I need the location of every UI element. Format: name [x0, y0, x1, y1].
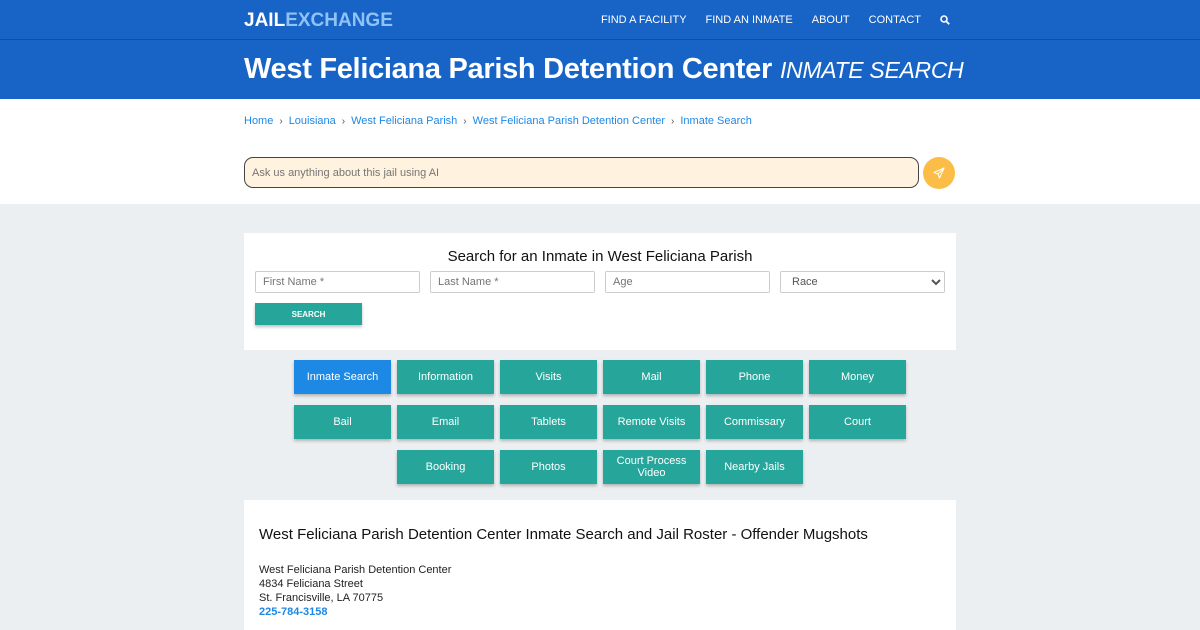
race-select[interactable]: Race [780, 271, 945, 293]
breadcrumb-facility[interactable]: West Feliciana Parish Detention Center [472, 115, 666, 127]
nav-find-facility[interactable]: FIND A FACILITY [600, 14, 687, 26]
section-button-bail[interactable]: Bail [293, 405, 392, 439]
search-button[interactable]: SEARCH [255, 303, 362, 325]
breadcrumb-state[interactable]: Louisiana [288, 115, 336, 127]
facility-phone[interactable]: 225-784-3158 [259, 606, 328, 618]
top-nav: JAILEXCHANGE FIND A FACILITY FIND AN INM… [0, 0, 1200, 40]
info-heading: West Feliciana Parish Detention Center I… [259, 526, 868, 543]
section-button-remote-visits[interactable]: Remote Visits [602, 405, 701, 439]
facility-info: West Feliciana Parish Detention Center I… [244, 500, 956, 630]
first-name-input[interactable] [255, 271, 420, 293]
section-button-commissary[interactable]: Commissary [705, 405, 804, 439]
breadcrumb-county[interactable]: West Feliciana Parish [351, 115, 458, 127]
section-button-court[interactable]: Court [808, 405, 907, 439]
chevron-right-icon: › [341, 115, 346, 127]
inmate-search-form: Search for an Inmate in West Feliciana P… [244, 233, 956, 350]
section-buttons: Inmate Search Information Visits Mail Phone M… [244, 360, 956, 484]
page-subtitle: INMATE SEARCH [779, 57, 964, 83]
ai-send-button[interactable] [923, 157, 955, 189]
paper-plane-icon [933, 167, 945, 179]
section-button-email[interactable]: Email [396, 405, 495, 439]
facility-street: 4834 Feliciana Street [259, 578, 363, 590]
title-band: West Feliciana Parish Detention Center IN… [0, 40, 1200, 99]
facility-city: St. Francisville, LA 70775 [259, 592, 384, 604]
section-button-photos[interactable]: Photos [499, 450, 598, 484]
breadcrumb-current[interactable]: Inmate Search [680, 115, 752, 127]
breadcrumb-area: Home › Louisiana › West Feliciana Parish › … [0, 99, 1200, 204]
chevron-right-icon: › [463, 115, 467, 127]
nav-menu: FIND A FACILITY FIND AN INMATE ABOUT CON… [601, 0, 950, 40]
chevron-right-icon: › [279, 115, 283, 127]
nav-about[interactable]: ABOUT [811, 14, 850, 26]
section-button-inmate-search[interactable]: Inmate Search [293, 360, 392, 394]
section-button-booking[interactable]: Booking [396, 450, 495, 484]
section-button-phone[interactable]: Phone [705, 360, 804, 394]
search-icon[interactable] [940, 15, 950, 25]
breadcrumb: Home › Louisiana › West Feliciana Parish › … [244, 115, 752, 127]
section-button-court-process-video[interactable]: Court Process Video [602, 450, 701, 484]
section-button-visits[interactable]: Visits [499, 360, 598, 394]
facility-address: West Feliciana Parish Detention Center 4… [259, 563, 941, 619]
breadcrumb-home[interactable]: Home [244, 115, 274, 127]
chevron-right-icon: › [671, 115, 675, 127]
logo[interactable]: JAILEXCHANGE [244, 10, 393, 31]
ai-question-input[interactable] [244, 157, 919, 188]
section-button-nearby-jails[interactable]: Nearby Jails [705, 450, 804, 484]
age-input[interactable] [605, 271, 770, 293]
section-button-tablets[interactable]: Tablets [499, 405, 598, 439]
nav-find-inmate[interactable]: FIND AN INMATE [705, 14, 793, 26]
nav-contact[interactable]: CONTACT [868, 14, 921, 26]
page-title: West Feliciana Parish Detention Center IN… [244, 53, 964, 85]
section-button-money[interactable]: Money [808, 360, 907, 394]
facility-name: West Feliciana Parish Detention Center [259, 564, 452, 576]
search-heading: Search for an Inmate in West Feliciana P… [447, 248, 753, 265]
section-button-mail[interactable]: Mail [602, 360, 701, 394]
last-name-input[interactable] [430, 271, 595, 293]
section-button-information[interactable]: Information [396, 360, 495, 394]
